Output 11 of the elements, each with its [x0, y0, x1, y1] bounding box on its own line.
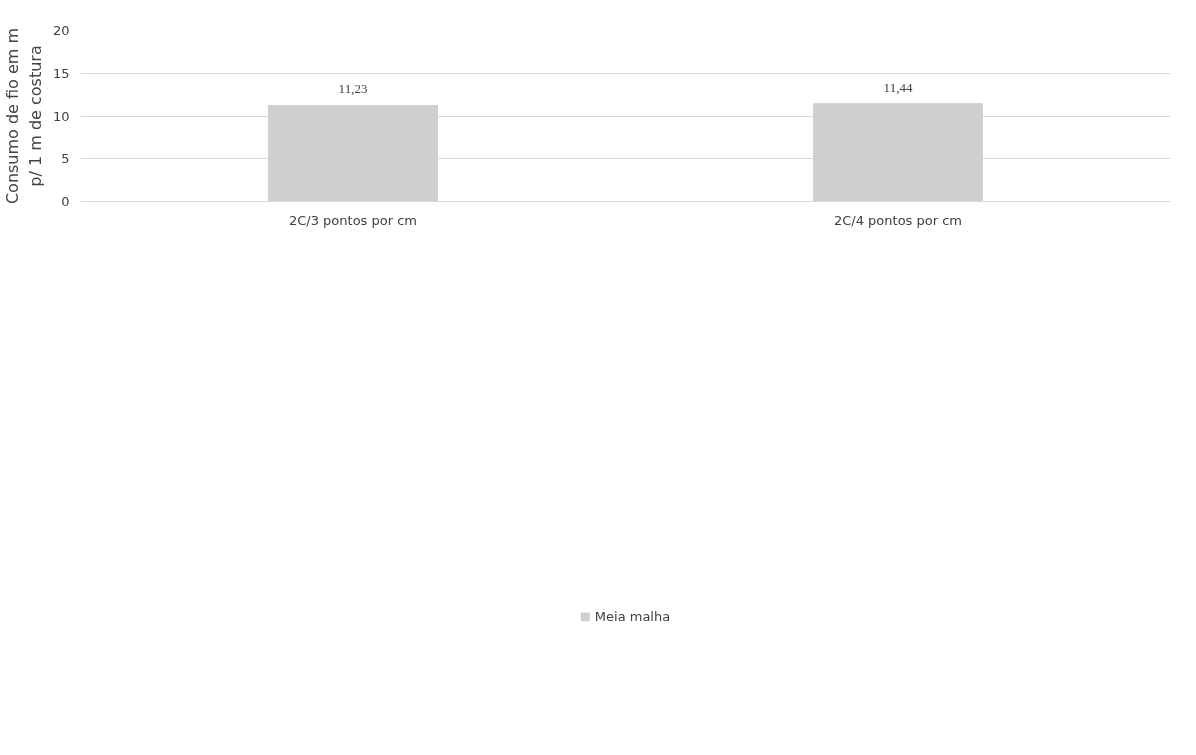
x-tick-label: 2C/4 pontos por cm: [833, 212, 963, 228]
y-tick-label: 0: [61, 194, 70, 209]
y-tick-label: 20: [52, 23, 70, 38]
y-axis-title: Consumo de fio em m p/ 1 m de costura: [3, 27, 45, 205]
x-tick-label: 2C/3 pontos por cm: [288, 212, 418, 228]
data-label: 11,44: [883, 79, 913, 95]
data-label: 11,23: [338, 81, 368, 97]
y-tick-label: 5: [61, 151, 70, 167]
y-tick-label: 10: [52, 108, 70, 124]
y-tick-label: 15: [52, 65, 70, 81]
legend-label: Meia malha: [594, 608, 671, 624]
